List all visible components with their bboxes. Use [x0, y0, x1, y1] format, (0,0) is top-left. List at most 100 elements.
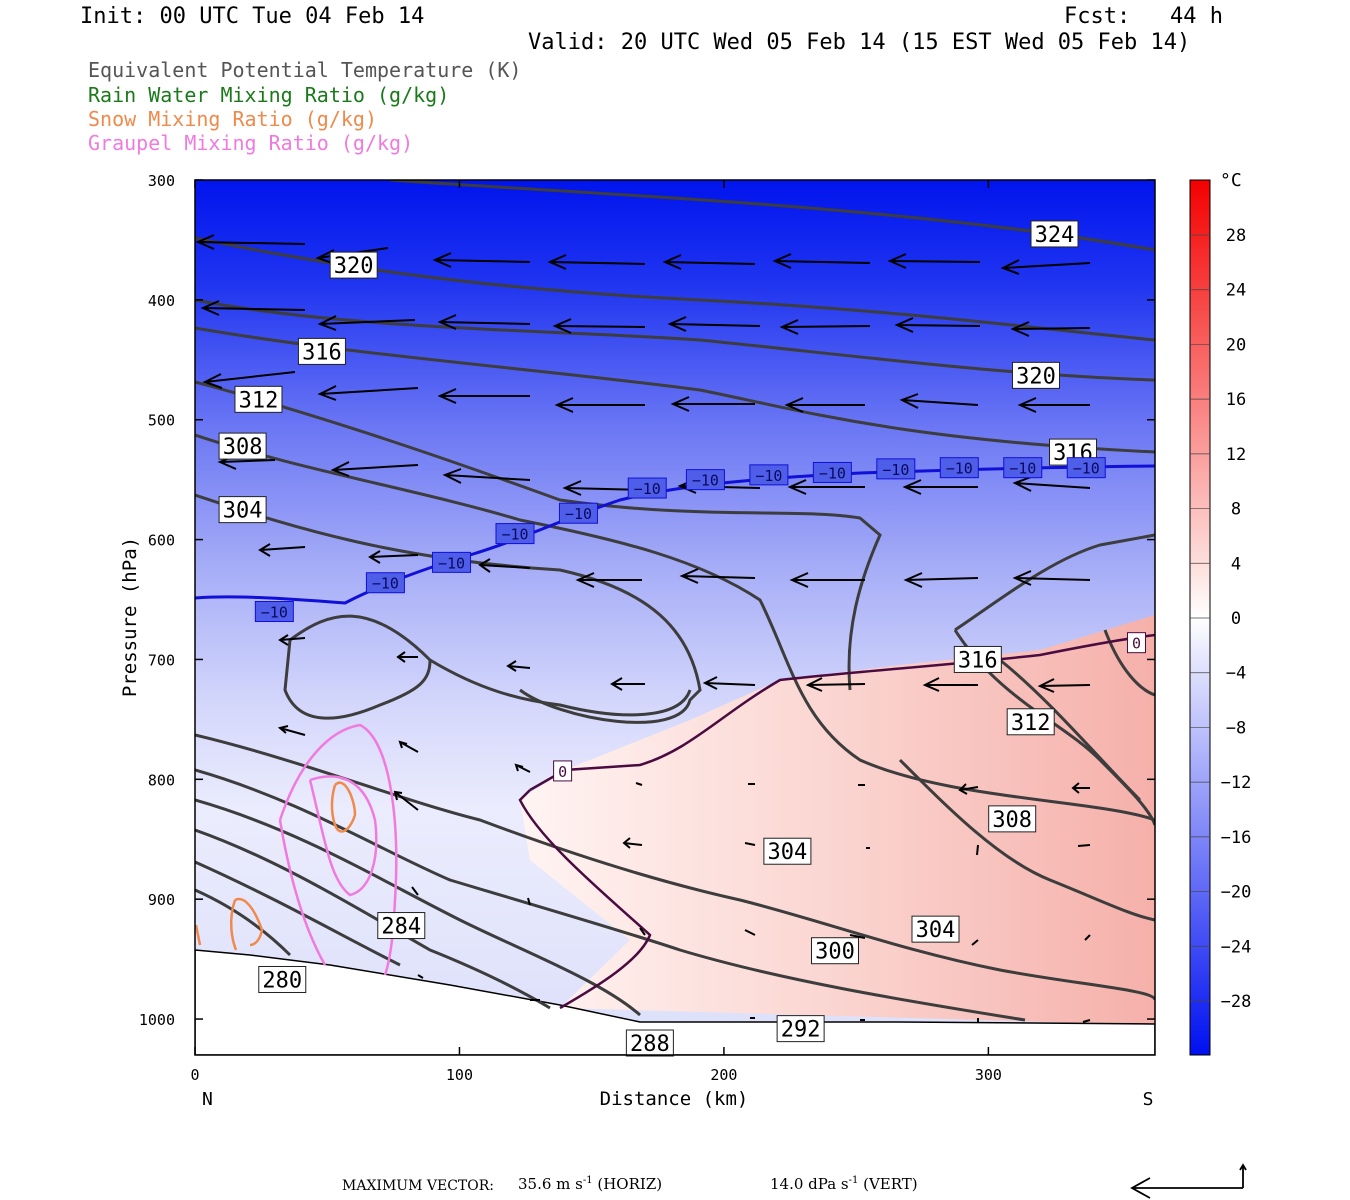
y-tick-label: 900	[148, 891, 175, 909]
svg-text:308: 308	[992, 808, 1032, 833]
svg-text:312: 312	[239, 388, 279, 413]
theta-e-label: 308	[218, 432, 267, 460]
colorbar-tick-label: 28	[1226, 226, 1246, 246]
svg-text:−10: −10	[819, 464, 846, 482]
field-snow: Snow Mixing Ratio (g/kg)	[88, 107, 377, 131]
isotherm-label: −10	[558, 502, 598, 524]
theta-e-label: 320	[329, 251, 378, 279]
isotherm-label: 0	[1126, 632, 1146, 654]
isotherm-label: −10	[749, 464, 789, 486]
x-axis-label: Distance (km)	[600, 1088, 749, 1110]
theta-e-label: 292	[776, 1015, 825, 1043]
svg-text:316: 316	[302, 340, 342, 365]
isotherm-label: −10	[1003, 457, 1043, 479]
colorbar-tick-label: −4	[1226, 664, 1246, 684]
theta-e-label: 284	[377, 912, 426, 940]
colorbar-tick-label: 4	[1231, 554, 1241, 574]
footer-label: MAXIMUM VECTOR:	[342, 1178, 494, 1194]
colorbar-tick-label: −16	[1221, 828, 1252, 848]
y-tick-label: 500	[148, 412, 175, 430]
svg-text:−10: −10	[692, 472, 719, 490]
wind-vectors	[195, 234, 1091, 1023]
theta-e-label: 316	[953, 645, 1002, 673]
colorbar-tick-label: −20	[1221, 883, 1252, 903]
svg-text:324: 324	[1035, 223, 1075, 248]
x-tick-label: 0	[190, 1066, 199, 1084]
x-tick-label: 100	[446, 1066, 473, 1084]
colorbar	[1189, 179, 1211, 1056]
svg-text:280: 280	[262, 968, 302, 993]
svg-text:−10: −10	[565, 505, 592, 523]
field-rain: Rain Water Mixing Ratio (g/kg)	[88, 83, 450, 107]
svg-text:316: 316	[958, 648, 998, 673]
field-graupel: Graupel Mixing Ratio (g/kg)	[88, 131, 414, 155]
colorbar-tick-label: 20	[1226, 335, 1246, 355]
left-end-label: N	[202, 1089, 213, 1110]
terrain	[195, 949, 1155, 1055]
colorbar-ticks: 28 24 20 16 12 8 4 0 −4 −8 −12 −16 −20 −24 −28	[1190, 226, 1251, 1012]
theta-e-label: 324	[1030, 220, 1079, 248]
y-tick-label: 800	[148, 771, 175, 789]
theta-e-label: 288	[625, 1029, 674, 1057]
colorbar-tick-label: 16	[1226, 390, 1246, 410]
theta-e-label: 320	[1011, 361, 1060, 389]
init-time: Init: 00 UTC Tue 04 Feb 14	[80, 4, 425, 29]
isotherm-label: −10	[685, 469, 725, 491]
theta-e-label: 316	[297, 337, 346, 365]
x-axis: 0 100 200 300	[190, 180, 1002, 1084]
theta-e-contours	[195, 180, 1155, 1022]
footer-horiz: 35.6 m s-1 (HORIZ)	[518, 1175, 663, 1193]
isotherm-label: −10	[1066, 457, 1106, 479]
y-tick-label: 700	[148, 651, 175, 669]
svg-text:292: 292	[781, 1018, 821, 1043]
isotherm-label: −10	[432, 551, 472, 573]
y-tick-label: 1000	[139, 1011, 175, 1029]
colorbar-unit: °C	[1220, 170, 1242, 191]
zero-isotherm	[518, 633, 1155, 1010]
x-tick-label: 300	[975, 1066, 1002, 1084]
colorbar-tick-label: 12	[1226, 445, 1246, 465]
svg-text:−10: −10	[438, 554, 465, 572]
colorbar-tick-label: −12	[1221, 773, 1252, 793]
theta-e-label: 300	[811, 937, 859, 965]
theta-e-label: 304	[911, 915, 960, 943]
theta-e-label: 308	[988, 805, 1037, 833]
y-tick-label: 600	[148, 532, 175, 550]
isotherm-label: 0	[553, 760, 573, 782]
isotherm-label: −10	[876, 458, 916, 480]
theta-e-label: 312	[1006, 708, 1055, 736]
svg-text:−10: −10	[946, 460, 973, 478]
isotherm-label: −10	[627, 477, 667, 499]
theta-e-label: 312	[234, 385, 283, 413]
svg-text:300: 300	[815, 940, 855, 965]
svg-text:312: 312	[1011, 711, 1051, 736]
svg-text:−10: −10	[755, 467, 782, 485]
isotherm-label: −10	[254, 601, 294, 623]
y-tick-label: 300	[148, 172, 175, 190]
colorbar-tick-label: −8	[1226, 718, 1246, 738]
svg-text:0: 0	[1132, 635, 1141, 653]
plot-frame	[194, 179, 1156, 1056]
colorbar-tick-label: 8	[1231, 500, 1241, 520]
svg-text:304: 304	[768, 840, 808, 865]
svg-text:0: 0	[558, 763, 567, 781]
svg-text:308: 308	[223, 435, 263, 460]
isotherm-label: −10	[495, 523, 535, 545]
colorbar-tick-label: −24	[1221, 937, 1252, 957]
colorbar-tick-label: 24	[1226, 281, 1246, 301]
colorbar-tick-label: −28	[1221, 992, 1252, 1012]
svg-text:320: 320	[1016, 364, 1056, 389]
svg-text:304: 304	[223, 499, 263, 524]
isotherm-label: −10	[812, 461, 852, 483]
svg-text:−10: −10	[1009, 460, 1036, 478]
theta-e-label: 304	[218, 496, 267, 524]
field-theta-e: Equivalent Potential Temperature (K)	[88, 58, 522, 82]
theta-e-label: 280	[258, 965, 307, 993]
svg-text:288: 288	[630, 1032, 670, 1057]
isotherm-label: −10	[365, 572, 405, 594]
y-axis-label: Pressure (hPa)	[119, 537, 141, 697]
right-end-label: S	[1143, 1089, 1154, 1110]
svg-text:−10: −10	[501, 526, 528, 544]
valid-time: Valid: 20 UTC Wed 05 Feb 14 (15 EST Wed …	[528, 30, 1191, 55]
